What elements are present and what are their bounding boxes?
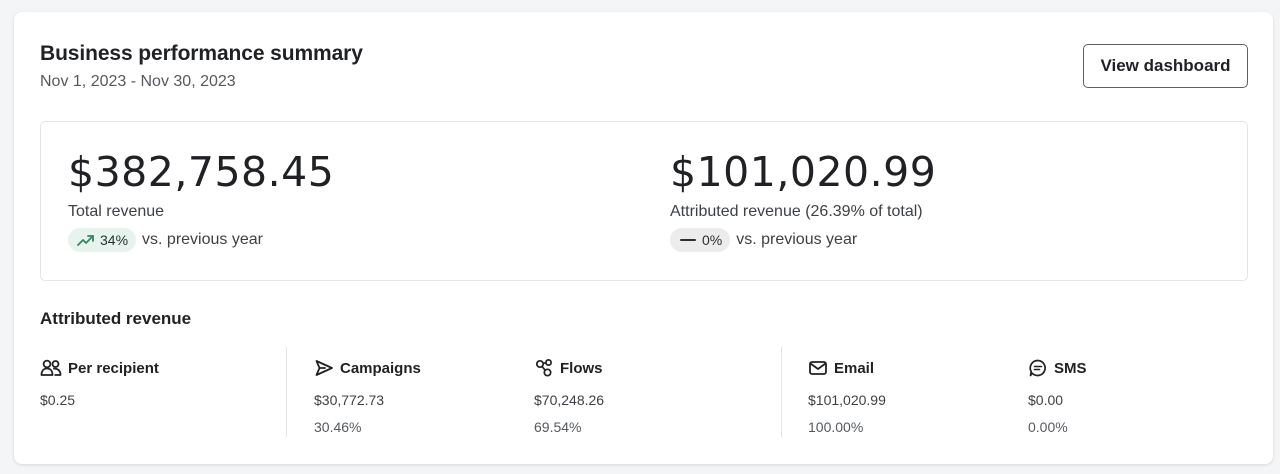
- metric-label: Flows: [560, 359, 603, 377]
- kpi-panel: $382,758.45 Total revenue 34% vs. previo…: [40, 121, 1248, 281]
- business-performance-card: Business performance summary Nov 1, 2023…: [14, 12, 1273, 464]
- metric-flows: Flows $70,248.26 69.54%: [534, 358, 604, 435]
- total-revenue-change: 34% vs. previous year: [68, 228, 263, 252]
- metric-value: $101,020.99: [808, 392, 886, 408]
- divider: [286, 347, 287, 437]
- total-revenue-label: Total revenue: [68, 203, 165, 220]
- attributed-revenue-change: 0% vs. previous year: [670, 228, 857, 252]
- metric-label: Per recipient: [68, 359, 159, 377]
- attributed-revenue-label: Attributed revenue (26.39% of total): [670, 203, 923, 220]
- metric-per-recipient: Per recipient $0.25: [40, 358, 159, 409]
- change-percent: 34%: [100, 232, 129, 248]
- metric-percent: 0.00%: [1028, 419, 1068, 435]
- attributed-revenue-value: $101,020.99: [670, 148, 937, 196]
- flows-icon: [535, 359, 552, 377]
- change-percent: 0%: [702, 232, 723, 248]
- people-icon: [40, 359, 62, 376]
- sms-icon: [1029, 359, 1046, 377]
- metric-value: $70,248.26: [534, 392, 605, 408]
- card-title: Business performance summary: [40, 42, 363, 65]
- metric-percent: 69.54%: [534, 419, 582, 435]
- send-icon: [315, 360, 333, 376]
- total-revenue-value: $382,758.45: [68, 148, 335, 196]
- metric-campaigns: Campaigns $30,772.73 30.46%: [314, 358, 421, 436]
- metric-label: Email: [834, 359, 875, 377]
- divider: [781, 347, 782, 437]
- metric-label: SMS: [1054, 359, 1087, 377]
- metric-percent: 100.00%: [808, 419, 864, 435]
- metric-percent: 30.46%: [314, 419, 362, 435]
- view-dashboard-button[interactable]: View dashboard: [1083, 44, 1248, 88]
- metric-value: $30,772.73: [314, 392, 385, 408]
- change-badge: 0%: [670, 228, 731, 252]
- dash-icon: [680, 239, 696, 241]
- attributed-revenue-section-title: Attributed revenue: [40, 309, 192, 328]
- change-badge: 34%: [68, 228, 137, 252]
- metric-value: $0.00: [1028, 392, 1064, 408]
- metric-email: Email $101,020.99 100.00%: [808, 358, 886, 436]
- comparison-text: vs. previous year: [142, 231, 263, 248]
- metric-label: Campaigns: [340, 359, 421, 377]
- trending-up-icon: [77, 235, 94, 246]
- metric-sms: SMS $0.00 0.00%: [1028, 358, 1087, 436]
- comparison-text: vs. previous year: [736, 231, 858, 248]
- mail-icon: [809, 361, 827, 375]
- date-range: Nov 1, 2023 - Nov 30, 2023: [40, 73, 236, 90]
- metric-value: $0.25: [40, 392, 76, 408]
